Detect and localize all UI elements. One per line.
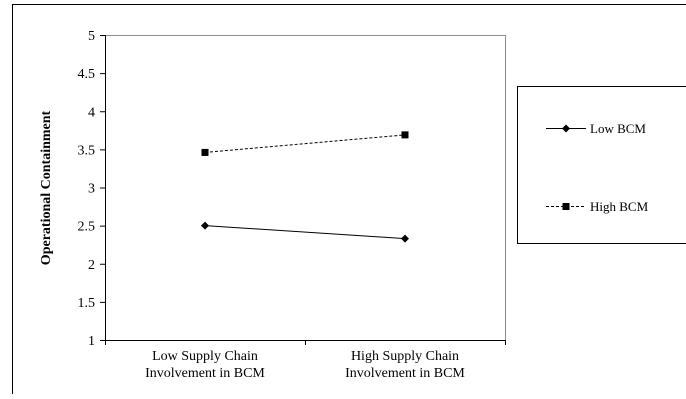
- y-tick-label: 1: [88, 334, 95, 349]
- y-tick-label: 3: [88, 182, 95, 197]
- y-tick-label: 4: [88, 105, 95, 120]
- series-high-bcm: [202, 131, 409, 156]
- legend-label: High BCM: [590, 199, 649, 214]
- y-axis-label: Operational Containment: [39, 110, 54, 265]
- series-line-low-bcm: [205, 226, 405, 239]
- series-line-high-bcm: [205, 135, 405, 153]
- y-tick-label: 2.5: [78, 220, 96, 235]
- plot-area: [106, 36, 506, 341]
- data-point-high-bcm: [402, 131, 409, 138]
- y-tick-label: 5: [88, 29, 95, 44]
- legend-label: Low BCM: [590, 121, 646, 136]
- series-group: [201, 131, 409, 242]
- series-low-bcm: [201, 222, 409, 243]
- y-ticks: 1 1.5 2 2.5 3 3.5 4 4.5 5: [78, 29, 106, 349]
- legend-marker: [563, 203, 570, 210]
- data-point-high-bcm: [202, 149, 209, 156]
- data-point-low-bcm: [401, 235, 409, 243]
- legend-box: [518, 87, 686, 244]
- y-tick-label: 1.5: [78, 296, 96, 311]
- y-tick-label: 3.5: [78, 143, 96, 158]
- data-point-low-bcm: [201, 222, 209, 230]
- y-tick-label: 4.5: [78, 67, 96, 82]
- y-tick-label: 2: [88, 258, 95, 273]
